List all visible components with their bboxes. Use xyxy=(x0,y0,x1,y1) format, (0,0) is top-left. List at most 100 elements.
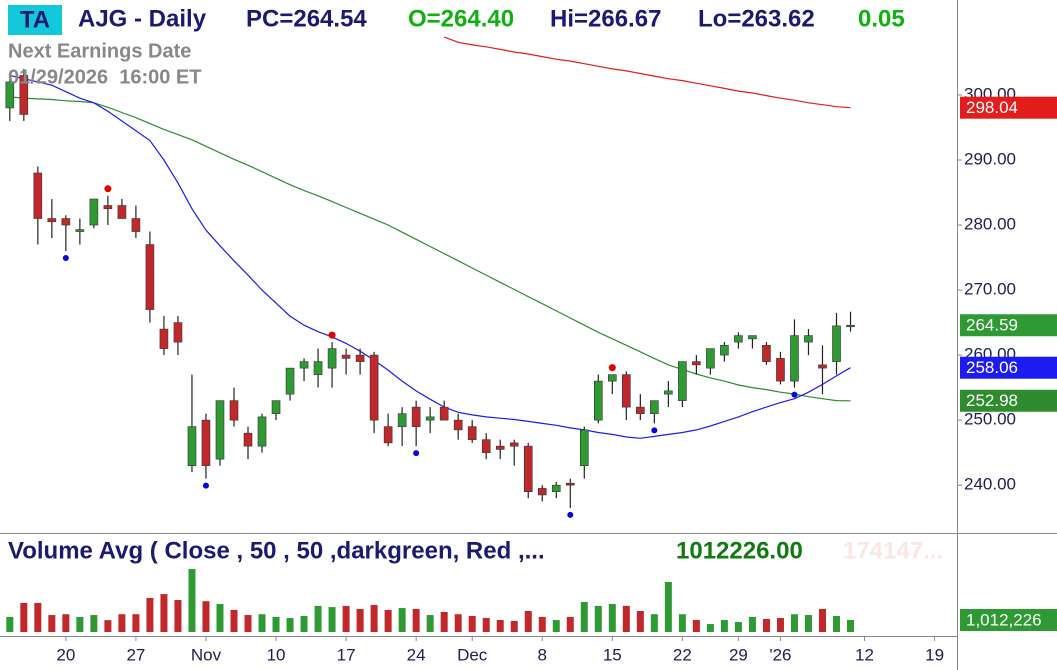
candle-body xyxy=(33,172,43,219)
candle-body xyxy=(327,348,337,369)
stat-pc: PC=264.54 xyxy=(246,5,367,32)
ma-value-badge: 258.06 xyxy=(966,358,1018,377)
moving-average-line xyxy=(443,36,851,109)
moving-average-line xyxy=(9,96,851,402)
ma-value-badge: 252.98 xyxy=(966,391,1018,410)
volume-bar xyxy=(62,614,70,632)
volume-bar xyxy=(76,616,84,632)
volume-bar xyxy=(790,614,798,632)
x-tick-label: '26 xyxy=(769,645,791,664)
volume-bar xyxy=(6,616,14,632)
ma-value-badge-bg xyxy=(960,356,1057,379)
candle-body xyxy=(145,244,155,310)
candle-body xyxy=(411,406,421,427)
candle-body xyxy=(608,374,617,382)
candle-body xyxy=(495,445,505,450)
candle-body xyxy=(481,439,491,453)
candle-body xyxy=(299,361,309,369)
candle-body xyxy=(369,354,379,421)
candle-body xyxy=(692,361,701,366)
volume-bar xyxy=(356,609,364,632)
y-tick-label: 270.00 xyxy=(964,280,1016,299)
volume-bar xyxy=(328,607,336,632)
volume-bar xyxy=(286,618,294,632)
volume-bar xyxy=(398,608,406,632)
x-tick-label: Nov xyxy=(191,645,222,664)
volume-bar xyxy=(216,604,224,632)
candle-body xyxy=(762,345,771,362)
candle-body xyxy=(734,335,743,343)
volume-bar xyxy=(804,615,812,632)
volume-bar xyxy=(188,569,196,632)
stat-change: 0.05 xyxy=(858,5,905,32)
candle-body xyxy=(229,400,239,421)
x-tick-label: 29 xyxy=(729,645,748,664)
stat-low: Lo=263.62 xyxy=(698,5,815,32)
volume-bar xyxy=(524,611,532,632)
candle-body xyxy=(131,218,141,232)
candle-body xyxy=(453,419,463,431)
candle-body xyxy=(425,416,435,421)
candle-body xyxy=(103,205,113,210)
volume-bar xyxy=(832,615,840,632)
volume-bar xyxy=(776,618,784,632)
volume-bar xyxy=(482,618,490,632)
volume-bar xyxy=(706,624,714,632)
chart-title: AJG - Daily xyxy=(78,5,207,32)
pivot-high-dot xyxy=(104,185,112,193)
volume-bar xyxy=(202,601,210,632)
candle-body xyxy=(720,345,729,356)
volume-bar xyxy=(146,597,154,632)
moving-average-line xyxy=(9,74,851,439)
candle-body xyxy=(579,429,589,466)
candle-body xyxy=(341,354,351,359)
pivot-high-dot xyxy=(608,364,616,372)
volume-bar xyxy=(342,605,350,632)
candle-body xyxy=(523,445,533,492)
volume-bar xyxy=(90,615,98,632)
volume-bar xyxy=(440,611,448,632)
candle-body xyxy=(271,400,281,414)
ta-badge: TA xyxy=(20,6,50,33)
earnings-date: 01/29/2026 16:00 ET xyxy=(8,66,201,88)
candle-body xyxy=(355,354,365,362)
volume-bar xyxy=(622,605,630,632)
volume-bar xyxy=(34,602,42,632)
x-tick-label: 20 xyxy=(56,645,75,664)
volume-bar xyxy=(48,615,56,632)
volume-bar xyxy=(244,615,252,632)
candle-body xyxy=(257,416,267,447)
candle-body xyxy=(19,75,29,115)
candle-body xyxy=(832,325,841,362)
volume-bar xyxy=(818,609,826,632)
candle-body xyxy=(551,484,561,492)
candle-body xyxy=(846,324,855,328)
ma-value-badge: 298.04 xyxy=(966,98,1018,117)
volume-bar xyxy=(650,614,658,632)
volume-bar xyxy=(566,616,574,632)
candle-body xyxy=(383,426,393,444)
x-tick-label: 17 xyxy=(337,645,356,664)
volume-title: Volume Avg ( Close , 50 , 50 ,darkgreen,… xyxy=(8,537,545,564)
volume-stat: 1012226.00 xyxy=(676,537,803,564)
candle-body xyxy=(594,380,603,421)
candle-body xyxy=(622,374,631,408)
candle-body xyxy=(804,335,813,343)
pivot-low-dot xyxy=(791,391,798,398)
volume-bar xyxy=(468,615,476,632)
ma-value-badge-bg xyxy=(960,96,1057,119)
volume-bar xyxy=(230,609,238,632)
x-tick-label: 27 xyxy=(126,645,145,664)
candle-body xyxy=(47,218,57,223)
volume-badge-bg xyxy=(960,608,1057,631)
y-tick-label: 290.00 xyxy=(964,149,1016,168)
ma-value-badge-bg xyxy=(960,389,1057,412)
volume-bar xyxy=(762,618,770,632)
pivot-low-dot xyxy=(567,511,574,518)
y-tick-label: 280.00 xyxy=(964,215,1016,234)
volume-bar xyxy=(272,616,280,632)
x-tick-label: 24 xyxy=(407,645,426,664)
candle-body xyxy=(439,406,449,421)
volume-bar xyxy=(510,620,518,632)
volume-bar xyxy=(174,599,182,632)
